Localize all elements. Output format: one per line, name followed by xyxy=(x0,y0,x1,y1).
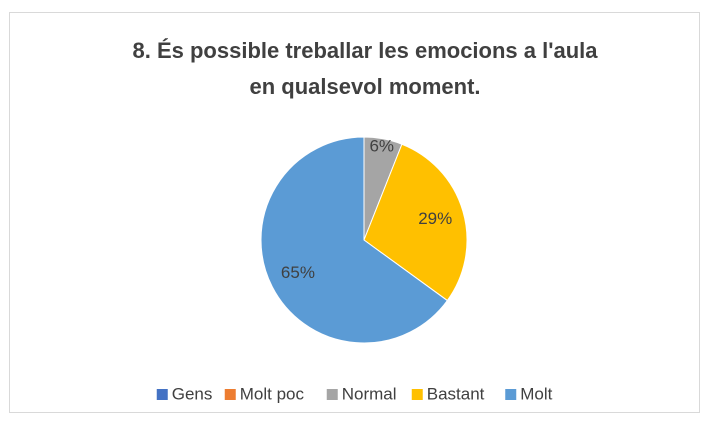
chart-title: 8. És possible treballar les emocions a … xyxy=(133,38,599,63)
legend-label: Normal xyxy=(342,384,397,403)
legend-swatch xyxy=(326,389,338,400)
legend-label: Molt poc xyxy=(240,384,305,403)
legend-swatch xyxy=(224,389,236,400)
legend-label: Bastant xyxy=(427,384,485,403)
legend-label: Gens xyxy=(172,384,213,403)
legend-swatch xyxy=(411,389,423,400)
legend-swatch xyxy=(156,389,168,400)
data-label: 6% xyxy=(369,136,394,155)
pie-slice xyxy=(363,143,468,302)
data-label: 29% xyxy=(418,209,452,228)
chart-title: en qualsevol moment. xyxy=(249,74,480,99)
pie-slice xyxy=(260,136,449,344)
legend-swatch xyxy=(505,389,517,400)
data-label: 65% xyxy=(281,263,315,282)
legend-label: Molt xyxy=(520,384,552,403)
